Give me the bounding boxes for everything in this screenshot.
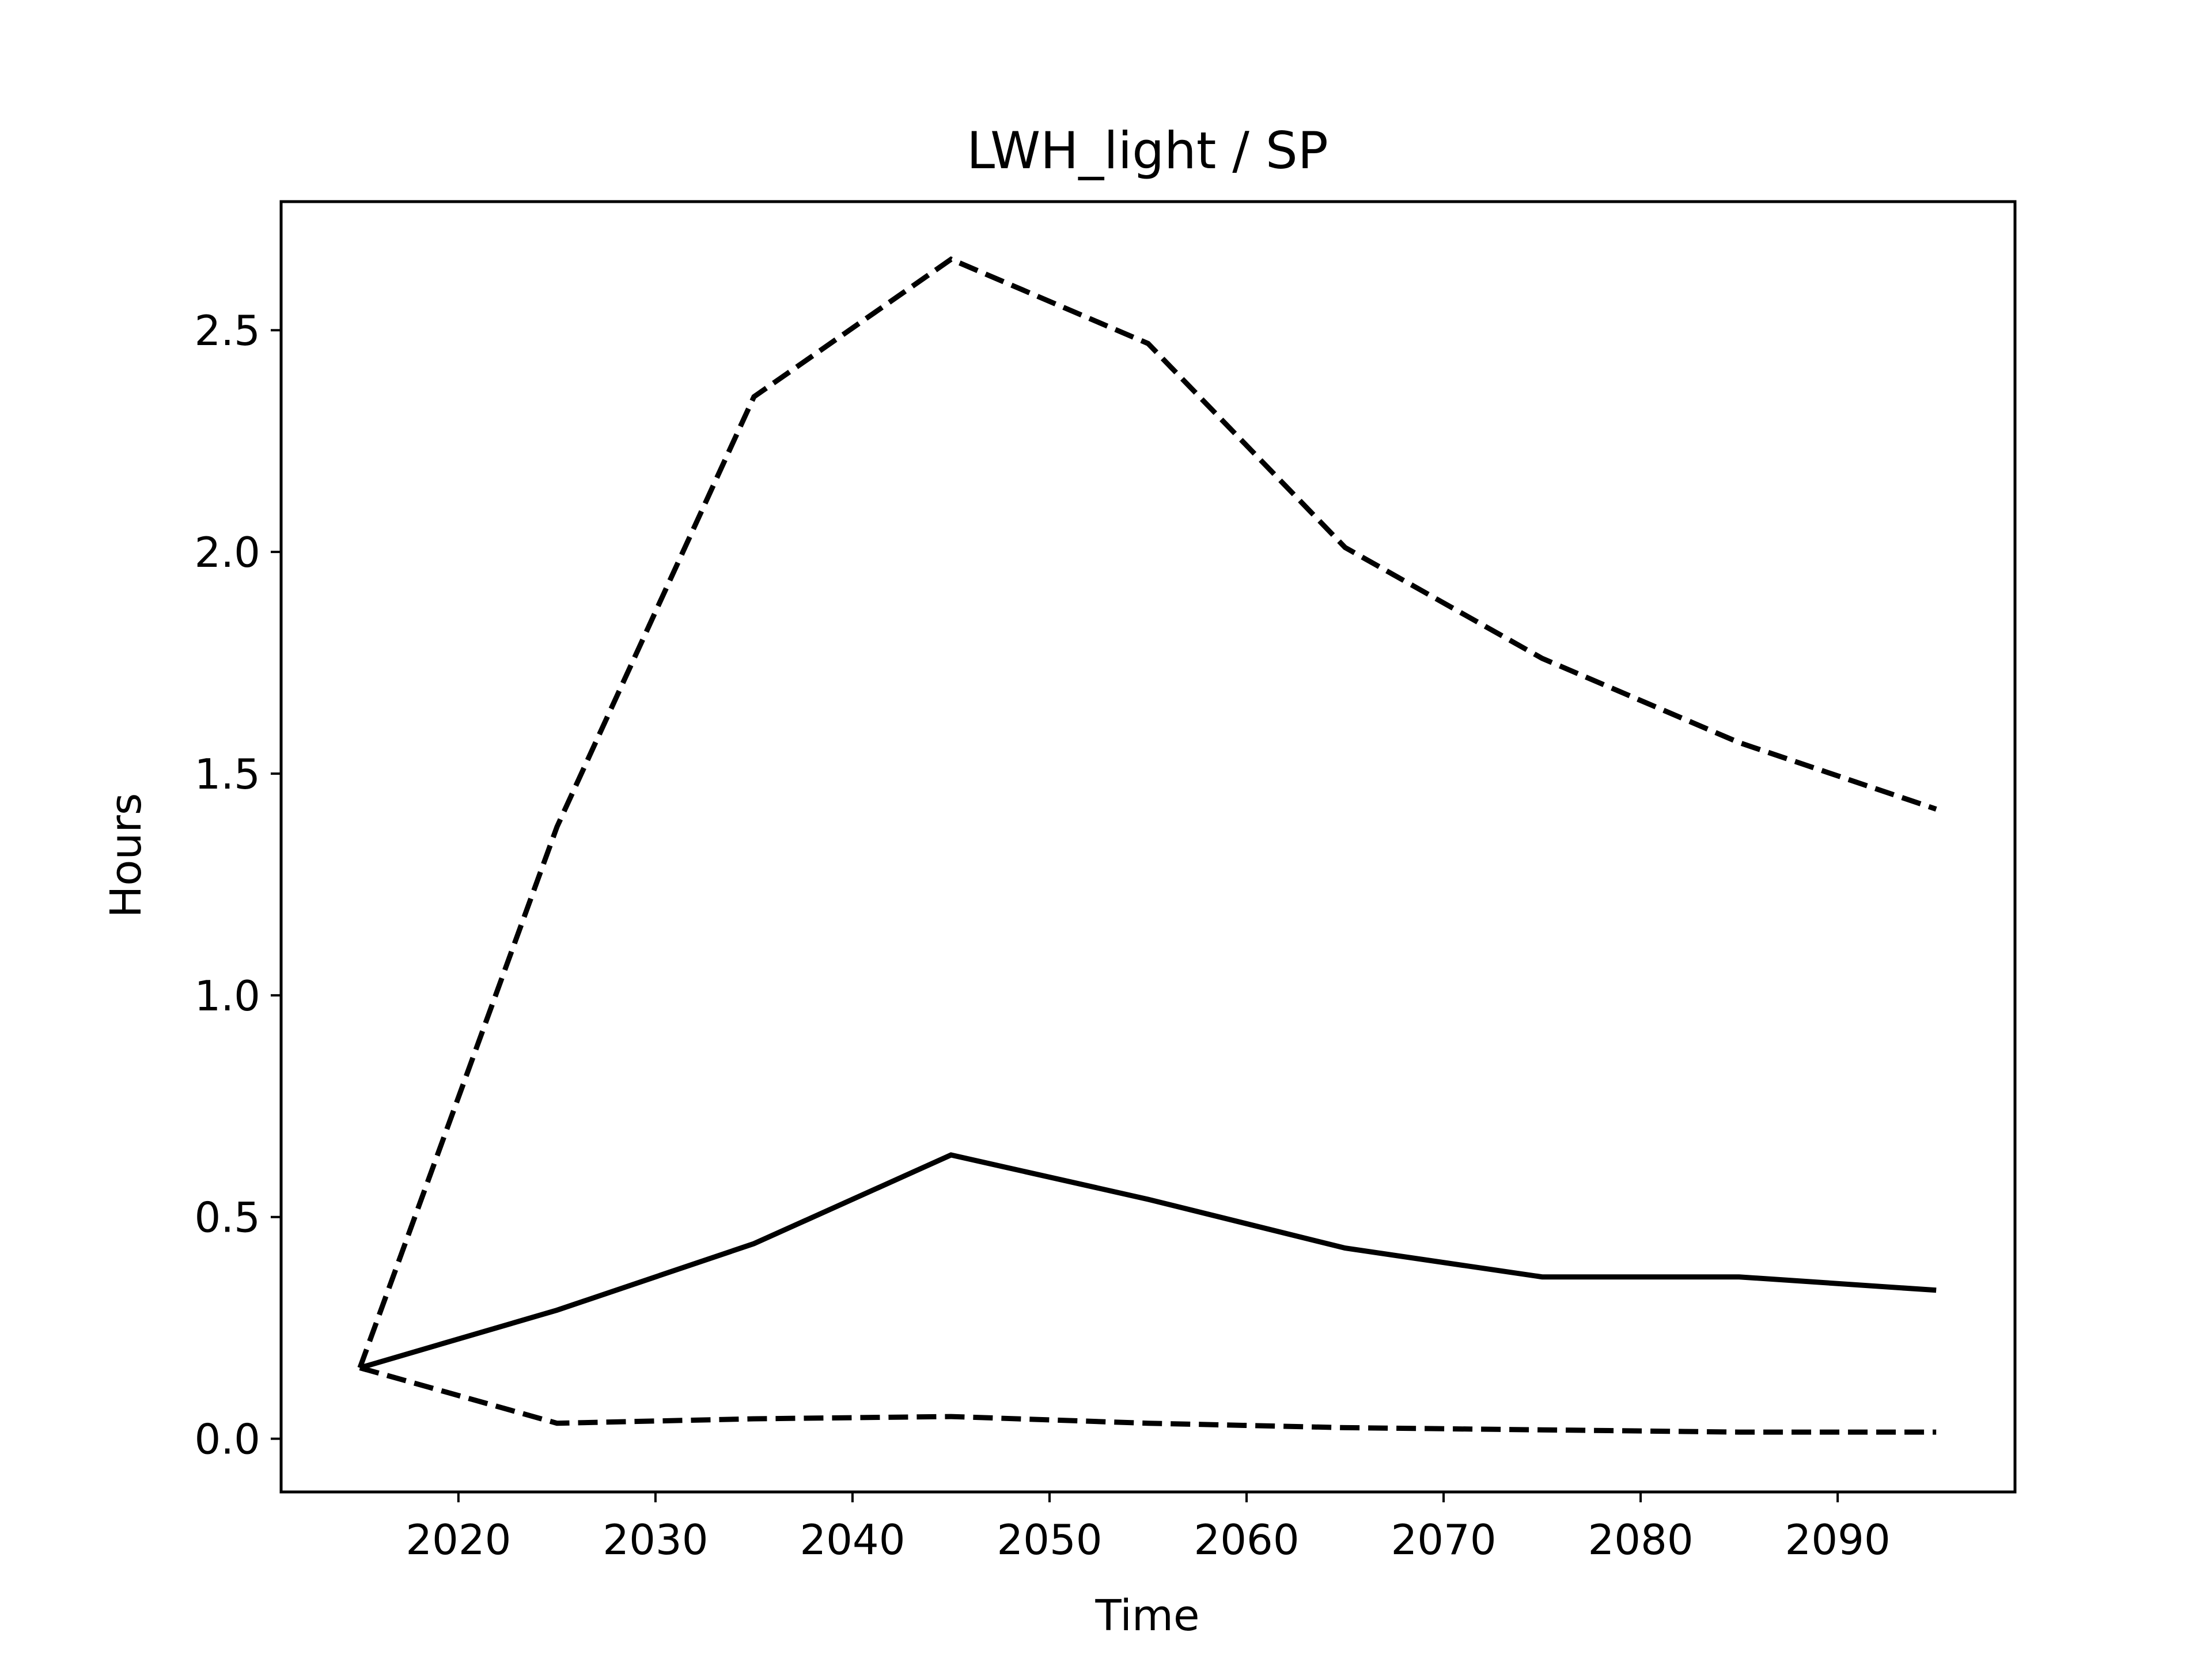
y-axis: 0.0 0.5 1.0 1.5 2.0 2.5	[194, 306, 281, 1464]
y-tick-label: 2.0	[194, 528, 260, 577]
chart-title: LWH_light / SP	[967, 121, 1328, 180]
x-tick-label: 2020	[406, 1516, 511, 1564]
plot-frame	[279, 200, 2017, 1494]
y-tick-label: 2.5	[194, 306, 260, 355]
x-tick-label: 2080	[1588, 1516, 1693, 1564]
y-tick-label: 0.5	[194, 1194, 260, 1242]
x-axis: 2020 2030 2040 2050 2060 2070 2080 2090	[406, 1492, 1891, 1564]
x-tick-label: 2050	[997, 1516, 1102, 1564]
y-axis-title: Hours	[101, 793, 151, 918]
x-axis-title: Time	[1094, 1591, 1199, 1641]
series-line-1	[357, 256, 1937, 1369]
x-tick-label: 2040	[800, 1516, 905, 1564]
x-tick-label: 2070	[1391, 1516, 1496, 1564]
y-tick-label: 1.0	[194, 972, 260, 1020]
y-tick-label: 0.0	[194, 1415, 260, 1464]
x-tick-label: 2060	[1194, 1516, 1299, 1564]
plot-area	[279, 200, 2017, 1494]
y-tick-label: 1.5	[194, 750, 260, 798]
x-tick-label: 2030	[603, 1516, 708, 1564]
series-layer	[357, 256, 1937, 1435]
x-tick-label: 2090	[1785, 1516, 1891, 1564]
series-line-3	[359, 1365, 1937, 1435]
series-line-2	[359, 1152, 1937, 1370]
